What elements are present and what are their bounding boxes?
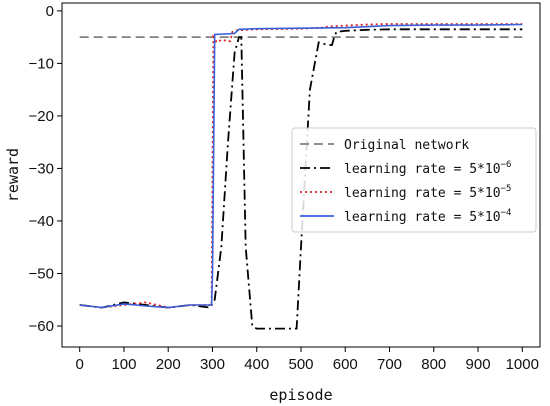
x-axis: 0 100 200 300 400 500 600 700 800 900 1000	[76, 347, 539, 373]
x-tick-label: 400	[244, 356, 269, 373]
legend-label-2: learning rate = 5*10−5	[344, 184, 511, 201]
x-tick-label: 100	[111, 356, 136, 373]
y-axis: 0 −10 −20 −30 −40 −50 −60	[29, 3, 62, 335]
x-tick-label: 1000	[506, 356, 539, 373]
x-tick-label: 700	[377, 356, 402, 373]
x-tick-label: 300	[200, 356, 225, 373]
y-tick-label: −40	[29, 213, 54, 230]
y-tick-label: −60	[29, 318, 54, 335]
legend-label-1: learning rate = 5*10−6	[344, 160, 511, 177]
y-axis-label: reward	[4, 148, 22, 202]
x-tick-label: 200	[156, 356, 181, 373]
legend: Original network learning rate = 5*10−6 le…	[291, 127, 537, 233]
series-line-1	[79, 28, 523, 330]
x-tick-label: 500	[288, 356, 313, 373]
legend-label-0: Original network	[344, 138, 469, 153]
y-tick-label: −20	[29, 108, 54, 125]
y-tick-label: −50	[29, 265, 54, 282]
x-tick-label: 600	[333, 356, 358, 373]
x-axis-label: episode	[269, 386, 332, 404]
y-tick-label: −30	[29, 160, 54, 177]
series-line-3	[79, 23, 523, 309]
series-line-2	[79, 23, 523, 309]
x-tick-label: 800	[421, 356, 446, 373]
y-tick-label: −10	[29, 55, 54, 72]
x-tick-label: 900	[466, 356, 491, 373]
plot-area	[79, 23, 523, 330]
y-tick-label: 0	[46, 3, 54, 20]
legend-label-3: learning rate = 5*10−4	[344, 208, 511, 225]
legend-box	[291, 127, 537, 233]
x-tick-label: 0	[76, 356, 84, 373]
